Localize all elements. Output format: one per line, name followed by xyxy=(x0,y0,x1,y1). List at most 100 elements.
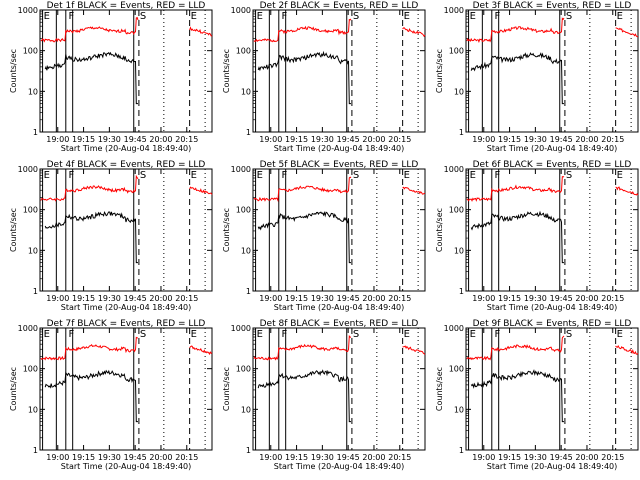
y-tick-label: 1 xyxy=(33,446,38,455)
x-tick-label: 20:15 xyxy=(601,135,624,144)
y-tick-label: 1 xyxy=(33,128,38,137)
panel-2: Det 2f BLACK = Events, RED = LLD 1 10 100 10… xyxy=(222,1,426,153)
y-tick-label: 10 xyxy=(241,405,251,414)
series-lld-line xyxy=(253,334,352,361)
flag-label: F xyxy=(495,11,501,22)
y-tick-label: 10 xyxy=(241,246,251,255)
series-lld-line xyxy=(40,16,139,43)
flag-label: E xyxy=(470,11,476,22)
flag-label: F xyxy=(282,329,288,340)
series-events-line xyxy=(470,210,564,264)
plot-frame xyxy=(252,9,426,133)
x-axis-label: Start Time (20-Aug-04 18:49:40) xyxy=(61,144,192,153)
x-tick-label: 19:00 xyxy=(259,453,282,462)
plot-frame xyxy=(39,327,213,451)
x-tick-label: 19:30 xyxy=(524,453,547,462)
y-axis-label: Counts/sec xyxy=(435,208,444,252)
flag-label: E xyxy=(404,11,410,22)
y-tick-label: 1 xyxy=(246,287,251,296)
x-tick-label: 20:00 xyxy=(575,294,598,303)
series-events-line xyxy=(257,210,351,264)
x-tick-label: 19:00 xyxy=(259,294,282,303)
flag-label: F xyxy=(282,170,288,181)
series-lld-line xyxy=(40,174,139,202)
x-tick-label: 19:15 xyxy=(285,453,308,462)
x-tick-label: 20:15 xyxy=(388,453,411,462)
flag-label: E xyxy=(191,11,197,22)
panel-5: Det 5f BLACK = Events, RED = LLD 1 10 100 10… xyxy=(222,160,426,312)
y-tick-label: 100 xyxy=(23,47,38,56)
y-tick-label: 1000 xyxy=(18,165,38,174)
plot-frame xyxy=(39,9,213,133)
x-tick-label: 19:45 xyxy=(124,453,147,462)
x-tick-label: 19:30 xyxy=(311,294,334,303)
x-axis-label: Start Time (20-Aug-04 18:49:40) xyxy=(274,303,405,312)
flag-label: E xyxy=(191,170,197,181)
x-axis-label: Start Time (20-Aug-04 18:49:40) xyxy=(274,462,405,471)
x-tick-label: 19:15 xyxy=(285,294,308,303)
series-lld-line xyxy=(402,27,426,38)
y-tick-label: 1000 xyxy=(18,6,38,15)
panel-7: Det 7f BLACK = Events, RED = LLD 1 10 100 10… xyxy=(9,319,213,471)
x-axis-label: Start Time (20-Aug-04 18:49:40) xyxy=(487,303,618,312)
series-events-line xyxy=(257,50,351,105)
flag-label: E xyxy=(470,329,476,340)
x-tick-label: 20:15 xyxy=(601,294,624,303)
y-tick-label: 100 xyxy=(236,365,251,374)
x-tick-label: 20:00 xyxy=(149,135,172,144)
y-tick-label: 1000 xyxy=(444,165,464,174)
x-tick-label: 19:45 xyxy=(124,294,147,303)
y-tick-label: 10 xyxy=(454,246,464,255)
flag-label: S xyxy=(140,11,146,22)
series-lld-line xyxy=(466,17,565,44)
x-tick-label: 19:30 xyxy=(98,135,121,144)
y-tick-label: 100 xyxy=(449,206,464,215)
series-lld-line xyxy=(466,335,565,361)
y-tick-label: 100 xyxy=(236,47,251,56)
flag-label: F xyxy=(282,11,288,22)
x-tick-label: 19:45 xyxy=(124,135,147,144)
y-tick-label: 1000 xyxy=(444,324,464,333)
plot-frame xyxy=(252,327,426,451)
y-tick-label: 10 xyxy=(454,405,464,414)
y-tick-label: 1000 xyxy=(444,6,464,15)
panel-title: Det 2f BLACK = Events, RED = LLD xyxy=(260,1,419,11)
y-tick-label: 10 xyxy=(241,87,251,96)
y-tick-label: 1000 xyxy=(18,324,38,333)
plot-frame xyxy=(39,168,213,292)
flag-label: F xyxy=(69,170,75,181)
x-tick-label: 20:00 xyxy=(149,453,172,462)
y-tick-label: 1 xyxy=(246,128,251,137)
flag-label: F xyxy=(69,11,75,22)
y-tick-label: 100 xyxy=(23,206,38,215)
x-tick-label: 19:00 xyxy=(472,453,495,462)
flag-label: F xyxy=(69,329,75,340)
y-axis-label: Counts/sec xyxy=(222,208,231,252)
x-tick-label: 19:45 xyxy=(550,453,573,462)
x-tick-label: 19:00 xyxy=(259,135,282,144)
flag-label: E xyxy=(404,170,410,181)
series-lld-line xyxy=(189,345,213,356)
x-tick-label: 20:15 xyxy=(388,135,411,144)
x-tick-label: 19:45 xyxy=(550,294,573,303)
x-tick-label: 19:00 xyxy=(472,135,495,144)
plot-frame xyxy=(252,168,426,292)
x-tick-label: 19:15 xyxy=(72,453,95,462)
flag-label: E xyxy=(257,170,263,181)
series-lld-line xyxy=(615,186,639,196)
y-axis-label: Counts/sec xyxy=(9,208,18,252)
panel-4: Det 4f BLACK = Events, RED = LLD 1 10 100 10… xyxy=(9,160,213,312)
series-lld-line xyxy=(189,186,213,195)
series-events-line xyxy=(44,211,138,264)
x-tick-label: 19:15 xyxy=(72,135,95,144)
y-tick-label: 1 xyxy=(33,287,38,296)
y-tick-label: 10 xyxy=(454,87,464,96)
y-tick-label: 100 xyxy=(236,206,251,215)
flag-label: S xyxy=(566,170,572,181)
x-tick-label: 19:30 xyxy=(311,453,334,462)
flag-label: F xyxy=(495,170,501,181)
flag-label: S xyxy=(140,329,146,340)
y-tick-label: 1 xyxy=(459,446,464,455)
x-tick-label: 19:15 xyxy=(72,294,95,303)
